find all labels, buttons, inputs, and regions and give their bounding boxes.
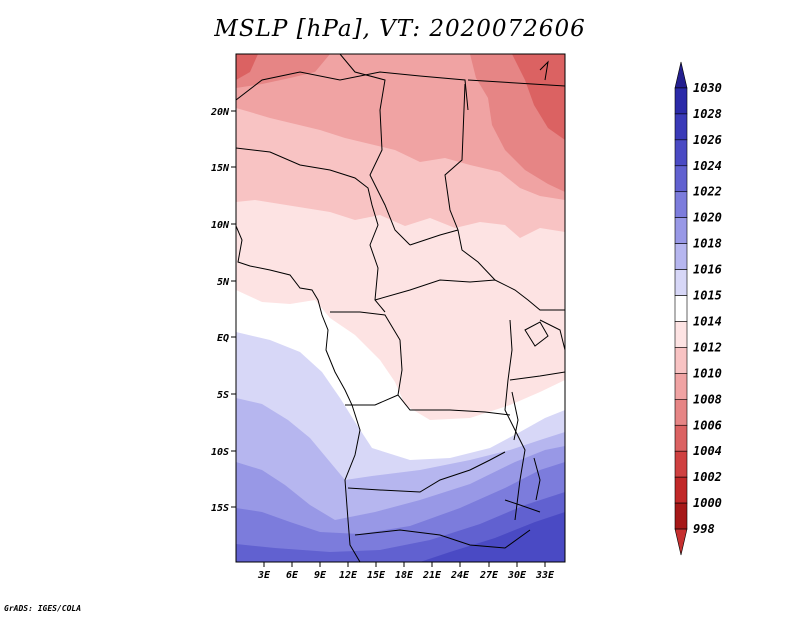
field-1004-east [512,54,565,140]
colorbar-labels: 1030 1028 1026 1024 1022 1020 1018 1016 1015 1014… [693,81,722,536]
colorbar-segment [674,269,688,296]
colorbar-label: 1004 [693,444,722,458]
colorbar-label: 1014 [693,314,722,328]
colorbar-segment [674,450,688,478]
colorbar-label: 998 [693,522,715,536]
colorbar-segment [674,347,688,374]
lon-label: 24E [450,570,470,581]
field-1004-west [236,54,258,80]
colorbar-segment [674,139,688,167]
colorbar-label: 1015 [693,289,722,303]
border-line [509,371,565,381]
credit-text: GrADS: IGES/COLA [4,604,82,613]
colorbar-label: 1016 [693,263,722,277]
colorbar-label: 1000 [693,496,722,510]
lake-victoria [524,321,549,347]
lon-label: 6E [286,570,299,581]
colorbar-label: 1022 [693,185,722,199]
lon-label: 33E [535,570,555,581]
coastline-west [236,225,361,562]
lat-label: 10S [211,447,229,458]
colorbar-segment [674,113,688,141]
colorbar-label: 1002 [693,470,722,484]
lake-malawi [533,457,541,501]
lat-label: 15S [211,503,229,514]
border-line [354,529,531,549]
colorbar-label: 1010 [693,366,722,380]
border-line [504,319,526,521]
border-line [444,83,496,281]
lat-label: 20N [210,107,230,118]
colorbar-segment [674,424,688,452]
pressure-field [236,54,565,562]
field-1008 [236,54,565,200]
border-line [539,319,565,351]
lon-label: 27E [479,570,499,581]
colorbar-segment [674,165,688,193]
colorbar-label: 1008 [693,392,722,406]
map-frame [235,53,566,563]
border-line [539,60,549,81]
lon-label: 18E [395,570,414,581]
colorbar-segment [674,295,688,322]
colorbar-segment [674,373,688,400]
lat-tick-labels: 20N 15N 10N 5N EQ 5S 10S 15S [210,107,230,514]
border-line [330,311,511,416]
colorbar-segment [674,243,688,270]
colorbar-label: 1018 [693,237,722,251]
lat-label: 10N [211,220,230,231]
lat-label: EQ [217,333,229,344]
lake-tanganyika [511,391,519,441]
border-line [409,229,459,246]
border-line [467,79,565,87]
lat-label: 15N [211,163,230,174]
colorbar-label: 1012 [693,340,722,354]
field-1024 [420,512,565,562]
border-line [374,279,565,311]
colorbar-segment [674,528,688,556]
colorbar-segment [674,61,688,89]
colorbar-segment [674,191,688,218]
colorbar-label: 1006 [693,418,722,432]
country-borders [236,54,565,562]
lon-label: 15E [367,570,386,581]
border-line [236,147,386,313]
colorbar-segment [674,87,688,115]
colorbar-segment [674,476,688,504]
colorbar-segment [674,502,688,530]
lat-tick-marks [231,110,236,508]
lon-label: 30E [507,570,527,581]
colorbar-label: 1020 [693,211,722,225]
colorbar-segment [674,399,688,426]
lon-label: 3E [257,570,271,581]
colorbar-label: 1026 [693,133,722,147]
lon-label: 9E [314,570,327,581]
lon-tick-marks [263,562,546,567]
lon-tick-labels: 3E 6E 9E 12E 15E 18E 21E 24E 27E 30E 33E [257,570,555,581]
border-line [347,451,506,493]
colorbar-label: 1028 [693,107,722,121]
colorbar-label: 1024 [693,159,722,173]
border-line [504,499,541,513]
colorbar-segment [674,217,688,244]
lat-label: 5N [217,277,230,288]
colorbar-label: 1030 [693,81,722,95]
border-line [236,71,469,111]
lon-label: 21E [422,570,442,581]
lon-label: 12E [339,570,358,581]
colorbar-segment [674,321,688,348]
colorbar [674,61,688,556]
map-title: MSLP [hPa], VT: 2020072606 [214,16,586,42]
field-1006-west [236,54,330,88]
border-line [345,394,399,406]
lat-label: 5S [217,390,229,401]
